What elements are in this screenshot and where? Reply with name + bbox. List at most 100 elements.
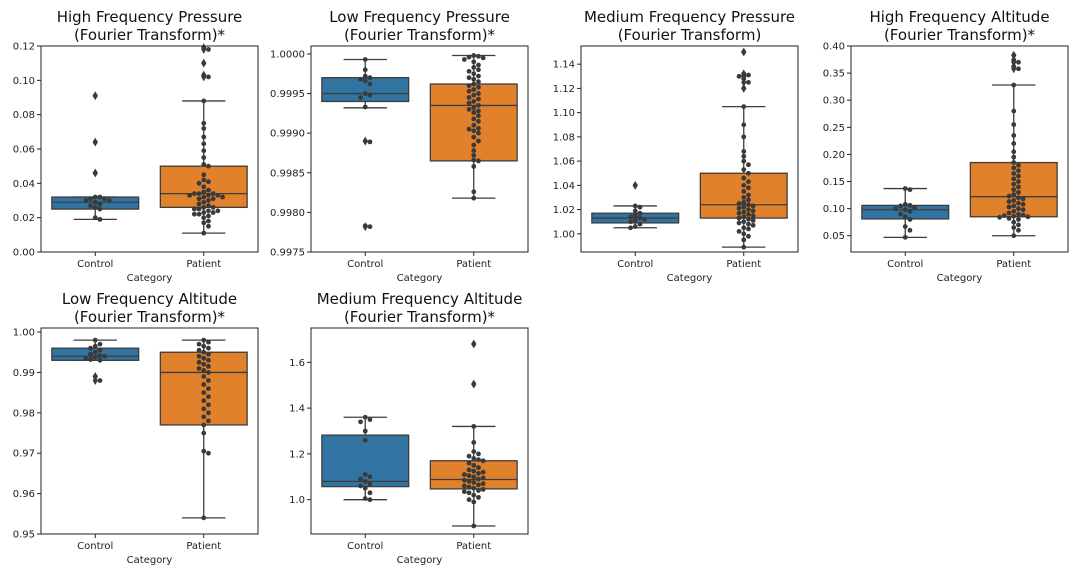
- data-point: [201, 98, 207, 104]
- data-point: [466, 497, 472, 503]
- data-point: [201, 162, 207, 167]
- data-point: [741, 158, 747, 164]
- data-point: [476, 130, 481, 136]
- data-point: [461, 57, 467, 62]
- x-tick-label: Control: [347, 541, 383, 552]
- data-point: [206, 339, 211, 345]
- data-point: [741, 134, 747, 140]
- data-point: [92, 354, 98, 360]
- y-tick-label: 1.00: [13, 328, 35, 339]
- data-point: [187, 192, 193, 198]
- data-point: [471, 424, 477, 429]
- data-point: [741, 149, 747, 154]
- x-tick-label: Control: [617, 259, 653, 270]
- data-point: [466, 75, 472, 81]
- data-point: [1011, 198, 1017, 203]
- x-axis-label: Category: [397, 273, 443, 284]
- data-point: [476, 451, 481, 457]
- data-point: [1011, 233, 1017, 239]
- data-point: [476, 465, 481, 471]
- data-point: [476, 79, 481, 85]
- data-point: [471, 492, 477, 498]
- data-point: [637, 210, 643, 216]
- data-point: [902, 207, 908, 213]
- data-point: [471, 64, 477, 70]
- chart-subtitle: (Fourier Transform)*: [344, 26, 496, 44]
- data-point: [746, 192, 751, 198]
- data-point: [746, 233, 751, 239]
- y-tick-label: 0.9975: [270, 248, 305, 259]
- data-point: [206, 192, 211, 198]
- data-point: [471, 462, 477, 468]
- data-point: [1011, 208, 1017, 214]
- data-point: [196, 180, 202, 186]
- data-point: [362, 223, 368, 229]
- data-point: [92, 343, 98, 349]
- data-point: [480, 458, 486, 464]
- chart-panel-6: Medium Frequency Altitude(Fourier Transf…: [289, 290, 529, 566]
- data-point: [471, 87, 477, 92]
- y-tick-label: 0.15: [823, 177, 845, 188]
- data-point: [741, 76, 747, 82]
- y-tick-label: 1.0: [289, 495, 305, 506]
- data-point: [1016, 195, 1021, 201]
- data-point: [476, 470, 481, 476]
- data-point: [471, 110, 477, 115]
- y-tick-label: 0.9990: [270, 129, 305, 140]
- data-point: [362, 104, 368, 110]
- data-point: [471, 480, 477, 485]
- data-point: [746, 185, 751, 191]
- data-point: [206, 345, 211, 351]
- data-point: [471, 148, 477, 153]
- data-point: [201, 204, 207, 210]
- data-point: [471, 92, 477, 98]
- data-point: [201, 390, 207, 396]
- data-point: [106, 198, 112, 203]
- chart-subtitle: (Fourier Transform): [618, 26, 762, 44]
- data-point: [367, 474, 373, 480]
- data-point: [362, 67, 368, 73]
- data-point: [196, 196, 202, 202]
- data-point: [632, 208, 638, 214]
- data-point: [746, 212, 751, 217]
- data-point: [201, 194, 207, 200]
- data-point: [201, 220, 207, 226]
- data-point: [196, 347, 202, 353]
- data-point: [210, 210, 216, 215]
- data-point: [362, 478, 368, 484]
- data-point: [210, 196, 216, 202]
- data-point: [206, 213, 211, 219]
- data-point: [88, 357, 93, 362]
- data-point: [471, 71, 477, 77]
- x-axis-label: Category: [937, 273, 983, 284]
- x-tick-label: Control: [77, 259, 113, 270]
- data-point: [750, 208, 756, 214]
- data-point: [1011, 154, 1017, 160]
- data-point: [632, 213, 638, 219]
- data-point: [471, 523, 477, 529]
- data-point: [476, 482, 481, 488]
- y-tick-label: 0.9995: [270, 89, 305, 100]
- data-point: [367, 81, 373, 87]
- data-point: [471, 53, 477, 58]
- x-axis-label: Category: [127, 273, 173, 284]
- data-point: [907, 208, 913, 214]
- y-tick-label: 0.00: [13, 248, 35, 259]
- data-point: [736, 210, 742, 216]
- data-point: [201, 45, 207, 51]
- data-point: [637, 215, 643, 221]
- data-point: [191, 211, 197, 217]
- y-tick-label: 1.00: [553, 229, 575, 240]
- data-point: [471, 59, 477, 65]
- data-point: [461, 489, 467, 495]
- data-point: [201, 414, 207, 420]
- chart-subtitle: (Fourier Transform)*: [884, 26, 1036, 44]
- data-point: [367, 139, 373, 145]
- data-point: [92, 337, 98, 343]
- data-point: [97, 378, 103, 383]
- data-point: [461, 477, 467, 483]
- data-point: [471, 152, 477, 158]
- data-point: [196, 211, 202, 217]
- data-point: [210, 191, 216, 197]
